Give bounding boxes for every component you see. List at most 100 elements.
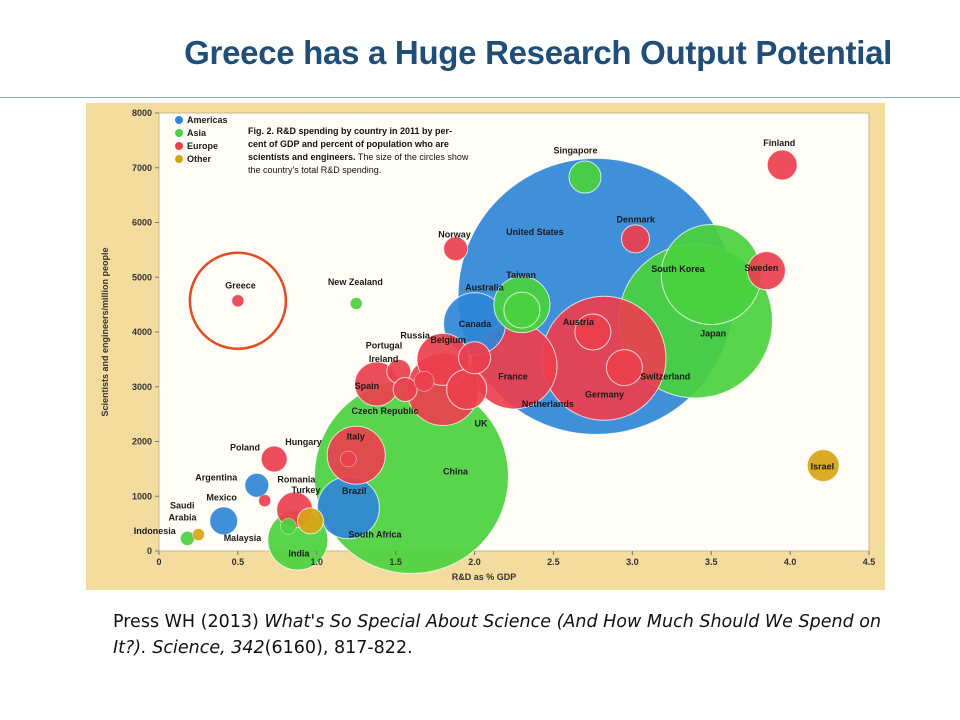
- y-tick-label: 2000: [132, 437, 152, 447]
- citation-title-line1: What's So Special About Science (And How…: [264, 612, 882, 632]
- label-south-africa: South Africa: [348, 529, 402, 539]
- slide-title-bar: Greece has a Huge Research Output Potent…: [0, 34, 960, 84]
- label-indonesia: Indonesia: [134, 526, 177, 536]
- legend-label-asia: Asia: [187, 128, 207, 138]
- label-spain: Spain: [355, 381, 380, 391]
- y-tick-label: 3000: [132, 382, 152, 392]
- citation-title-line2: It?). Science,: [113, 638, 232, 658]
- title-divider: [0, 97, 960, 98]
- legend-swatch-americas: [175, 116, 183, 124]
- note-line-4: the country's total R&D spending.: [248, 165, 381, 175]
- label-poland: Poland: [230, 442, 260, 452]
- label-germany: Germany: [585, 390, 624, 400]
- legend-swatch-europe: [175, 142, 183, 150]
- citation-volume: 342: [231, 638, 265, 658]
- figure-note-box: [243, 121, 479, 189]
- citation: Press WH (2013) What's So Special About …: [113, 609, 903, 661]
- label-south-korea: South Korea: [651, 264, 705, 274]
- label-norway: Norway: [438, 229, 471, 239]
- x-tick-label: 3.5: [705, 557, 718, 567]
- y-tick-label: 4000: [132, 327, 152, 337]
- x-tick-label: 1.0: [311, 557, 324, 567]
- bubble-austria: [574, 313, 612, 351]
- label-greece: Greece: [225, 281, 256, 291]
- bubble-ireland: [413, 371, 435, 392]
- legend-label-europe: Europe: [187, 141, 218, 151]
- label-france: France: [498, 372, 528, 382]
- note-line-2: cent of GDP and percent of population wh…: [248, 139, 449, 149]
- bubble-chart: United States China Japan Germany South Kore…: [100, 108, 875, 582]
- label-denmark: Denmark: [617, 215, 657, 225]
- labels-layer: United States China Japan Germany South Kore…: [134, 138, 834, 559]
- bubble-norway: [443, 236, 469, 262]
- label-uk: UK: [475, 419, 488, 429]
- legend: Americas Asia Europe Other: [175, 115, 228, 164]
- bubble-finland: [766, 149, 798, 181]
- bubble-south-korea: [660, 224, 762, 326]
- bubble-argentina: [244, 472, 270, 498]
- bubble-saudi-arabia: [192, 528, 205, 541]
- label-hungary: Hungary: [285, 437, 322, 447]
- x-tick-label: 2.5: [547, 557, 560, 567]
- bubble-belgium: [458, 341, 492, 375]
- x-tick-label: 4.5: [863, 557, 876, 567]
- label-russia: Russia: [400, 331, 431, 341]
- bubble-switzerland: [605, 349, 643, 387]
- axes-layer: 0 0.5 1.0 1.5 2.0 2.5 3.0 3.5 4.0 4.5 0 1000 2000 300…: [132, 108, 875, 567]
- label-mexico: Mexico: [206, 493, 237, 503]
- citation-rest: (6160), 817-822.: [264, 638, 413, 658]
- y-tick-label: 0: [147, 546, 152, 556]
- label-romania: Romania: [277, 475, 316, 485]
- label-canada: Canada: [459, 319, 493, 329]
- bubble-czech-republic: [392, 376, 418, 402]
- y-tick-label: 5000: [132, 272, 152, 282]
- bubble-israel: [806, 449, 840, 483]
- x-tick-label: 2.0: [468, 557, 481, 567]
- bubble-poland: [260, 445, 288, 473]
- label-japan: Japan: [700, 328, 726, 338]
- label-india: India: [288, 548, 310, 558]
- x-tick-label: 1.5: [389, 557, 402, 567]
- label-czech-republic: Czech Republic: [351, 406, 418, 416]
- bubble-mexico: [209, 506, 239, 536]
- bubble-sweden: [746, 251, 786, 291]
- y-tick-label: 1000: [132, 491, 152, 501]
- label-austria: Austria: [563, 317, 595, 327]
- label-united-states: United States: [506, 227, 564, 237]
- y-tick-label: 8000: [132, 108, 152, 118]
- label-italy: Italy: [347, 431, 365, 441]
- x-tick-label: 0: [156, 557, 161, 567]
- bubble-south-africa: [296, 507, 324, 535]
- bubble-netherlands: [446, 368, 488, 410]
- y-axis-title: Scientists and engineers/million people: [100, 247, 110, 416]
- label-taiwan: Taiwan: [506, 270, 536, 280]
- bubble-australia: [503, 291, 541, 329]
- label-arabia: Arabia: [168, 512, 197, 522]
- x-axis-title: R&D as % GDP: [452, 572, 517, 582]
- label-china: China: [443, 466, 469, 476]
- label-ireland: Ireland: [369, 354, 399, 364]
- y-tick-label: 6000: [132, 218, 152, 228]
- bubble-singapore: [568, 160, 602, 194]
- label-saudi: Saudi: [170, 500, 195, 510]
- bubble-denmark: [620, 224, 650, 254]
- slide-title: Greece has a Huge Research Output Potent…: [184, 34, 892, 71]
- figure-note: Fig. 2. R&D spending by country in 2011 …: [243, 121, 479, 189]
- note-line-1: Fig. 2. R&D spending by country in 2011 …: [248, 126, 452, 136]
- citation-authors: Press WH (2013): [113, 612, 265, 632]
- legend-label-americas: Americas: [187, 115, 228, 125]
- bubble-malaysia: [280, 518, 297, 535]
- bubble-greece: [231, 294, 245, 308]
- note-line-3-bold: scientists and engineers.: [248, 152, 356, 162]
- bubble-romania: [258, 494, 271, 507]
- bubble-hungary: [340, 450, 357, 468]
- note-line-3-rest: The size of the circles show: [356, 152, 469, 162]
- label-switzerland: Switzerland: [640, 372, 690, 382]
- label-australia: Australia: [465, 282, 505, 292]
- legend-swatch-other: [175, 155, 183, 163]
- label-netherlands: Netherlands: [522, 399, 574, 409]
- bubble-new-zealand: [349, 297, 363, 310]
- legend-label-other: Other: [187, 154, 212, 164]
- label-israel: Israel: [811, 461, 835, 471]
- label-finland: Finland: [763, 138, 795, 148]
